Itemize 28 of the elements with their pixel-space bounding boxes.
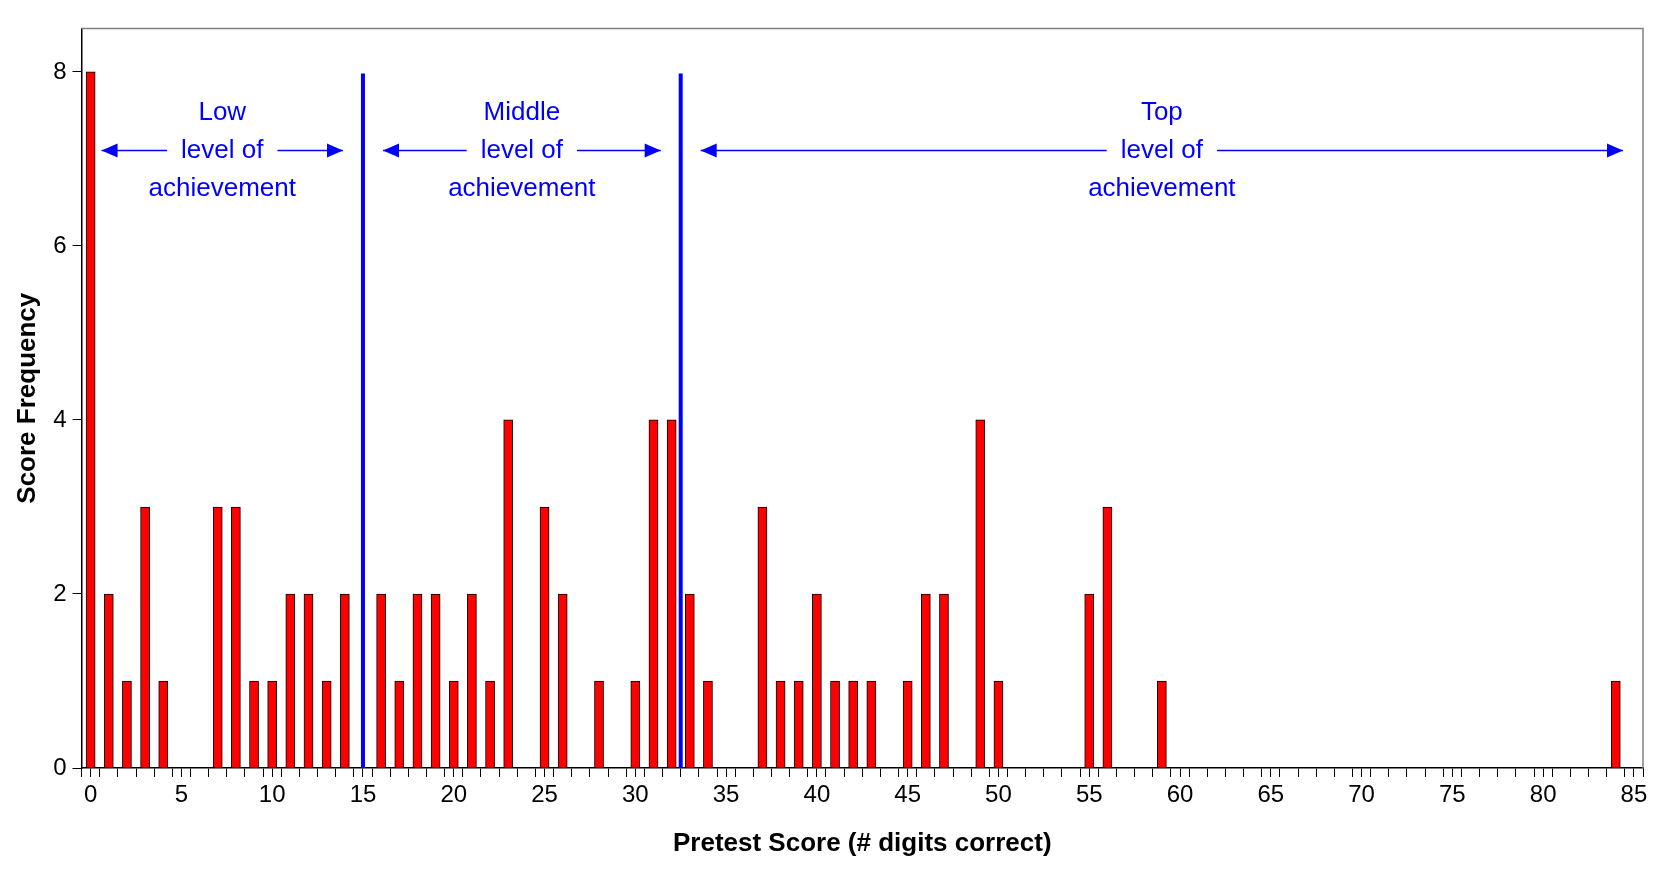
x-tick-label: 65: [1257, 780, 1285, 808]
x-tick-label: 85: [1620, 780, 1648, 808]
x-tick-label: 40: [803, 780, 831, 808]
x-tick-label: 60: [1166, 780, 1194, 808]
x-tick-label: 0: [83, 780, 98, 808]
annotation: Middle level of achievement: [448, 95, 597, 202]
annotation: Low level of achievement: [148, 95, 297, 202]
y-tick-label: 4: [53, 404, 67, 432]
y-axis-title: Score Frequency: [10, 292, 41, 504]
x-tick-label: 75: [1439, 780, 1466, 808]
annotation: Top level of achievement: [1088, 95, 1237, 202]
x-tick-label: 70: [1348, 780, 1375, 808]
y-tick-label: 2: [53, 578, 67, 606]
x-tick-label: 10: [258, 780, 286, 808]
x-tick-label: 45: [894, 780, 922, 808]
x-tick-label: 80: [1529, 780, 1557, 808]
x-axis-title: Pretest Score (# digits correct): [672, 826, 1052, 857]
x-tick-label: 35: [712, 780, 740, 808]
y-tick-label: 8: [53, 56, 67, 84]
x-tick-label: 15: [349, 780, 377, 808]
x-tick-label: 5: [174, 780, 189, 808]
x-tick-label: 30: [621, 780, 649, 808]
x-tick-label: 20: [440, 780, 468, 808]
x-tick-label: 55: [1075, 780, 1103, 808]
x-tick-label: 50: [985, 780, 1012, 808]
x-tick-label: 25: [531, 780, 558, 808]
y-tick-label: 0: [53, 752, 67, 780]
y-tick-label: 6: [53, 230, 67, 258]
